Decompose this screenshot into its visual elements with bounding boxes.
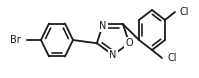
Text: N: N	[99, 21, 107, 31]
Text: N: N	[109, 50, 117, 60]
Text: O: O	[125, 38, 133, 48]
Text: Br: Br	[10, 35, 21, 45]
Text: Cl: Cl	[180, 7, 189, 17]
Text: Cl: Cl	[167, 53, 177, 63]
